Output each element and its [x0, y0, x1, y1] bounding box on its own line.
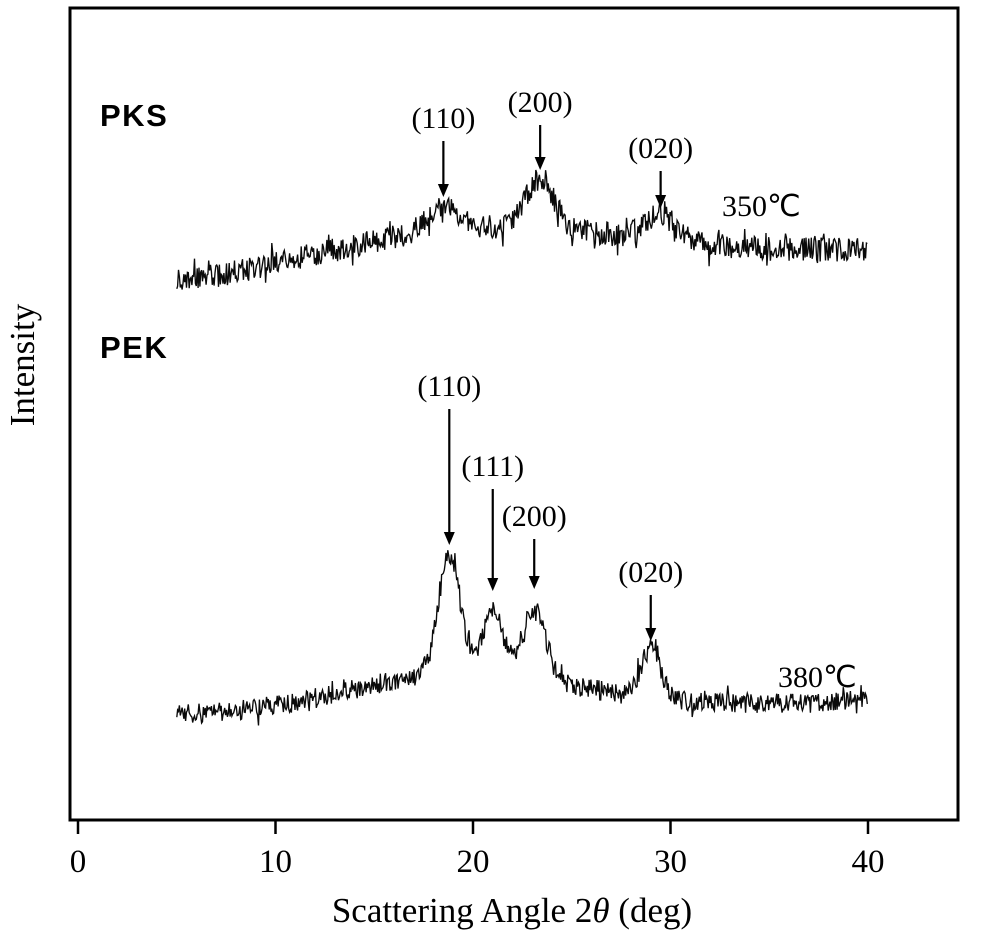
theta-symbol: θ [592, 891, 609, 930]
pks-trace [176, 169, 868, 290]
peak-arrowhead-icon [534, 157, 546, 170]
y-axis-label: Intensity [3, 303, 42, 426]
peak-arrowhead-icon [645, 628, 657, 641]
peak-arrowhead-icon [528, 576, 540, 589]
peak-arrowhead-icon [437, 184, 449, 197]
peak-label-pks-0: (110) [411, 102, 475, 135]
peak-label-pek-1: (111) [461, 450, 524, 483]
x-axis-label-pre: Scattering Angle 2 [332, 891, 593, 930]
peak-label-pek-0: (110) [417, 370, 481, 403]
x-tick-label: 30 [654, 844, 687, 880]
peak-label-pek-3: (020) [618, 556, 683, 589]
peak-arrowhead-icon [487, 578, 499, 591]
series-label-pek: PEK [100, 330, 168, 365]
peak-arrowhead-icon [443, 532, 455, 545]
temperature-label-pek: 380℃ [778, 661, 857, 694]
peak-label-pks-2: (020) [628, 132, 693, 165]
x-axis-label: Scattering Angle 2θ (deg) [332, 891, 692, 930]
plot-frame [68, 6, 960, 822]
series-label-pks: PKS [100, 98, 168, 133]
peak-arrowhead-icon [655, 195, 667, 208]
x-axis-label-post: (deg) [610, 891, 693, 930]
x-tick-label: 10 [259, 844, 292, 880]
x-tick-label: 40 [852, 844, 885, 880]
temperature-label-pks: 350℃ [722, 190, 801, 223]
x-tick-label: 20 [457, 844, 490, 880]
pek-trace [176, 550, 868, 726]
peak-label-pek-2: (200) [502, 500, 567, 533]
plot-area: 0 10 20 30 40 PKS 350℃ (110) (200) (020) PEK 380℃ (1… [68, 6, 960, 880]
peak-label-pks-1: (200) [508, 86, 573, 119]
x-tick-label: 0 [70, 844, 87, 880]
